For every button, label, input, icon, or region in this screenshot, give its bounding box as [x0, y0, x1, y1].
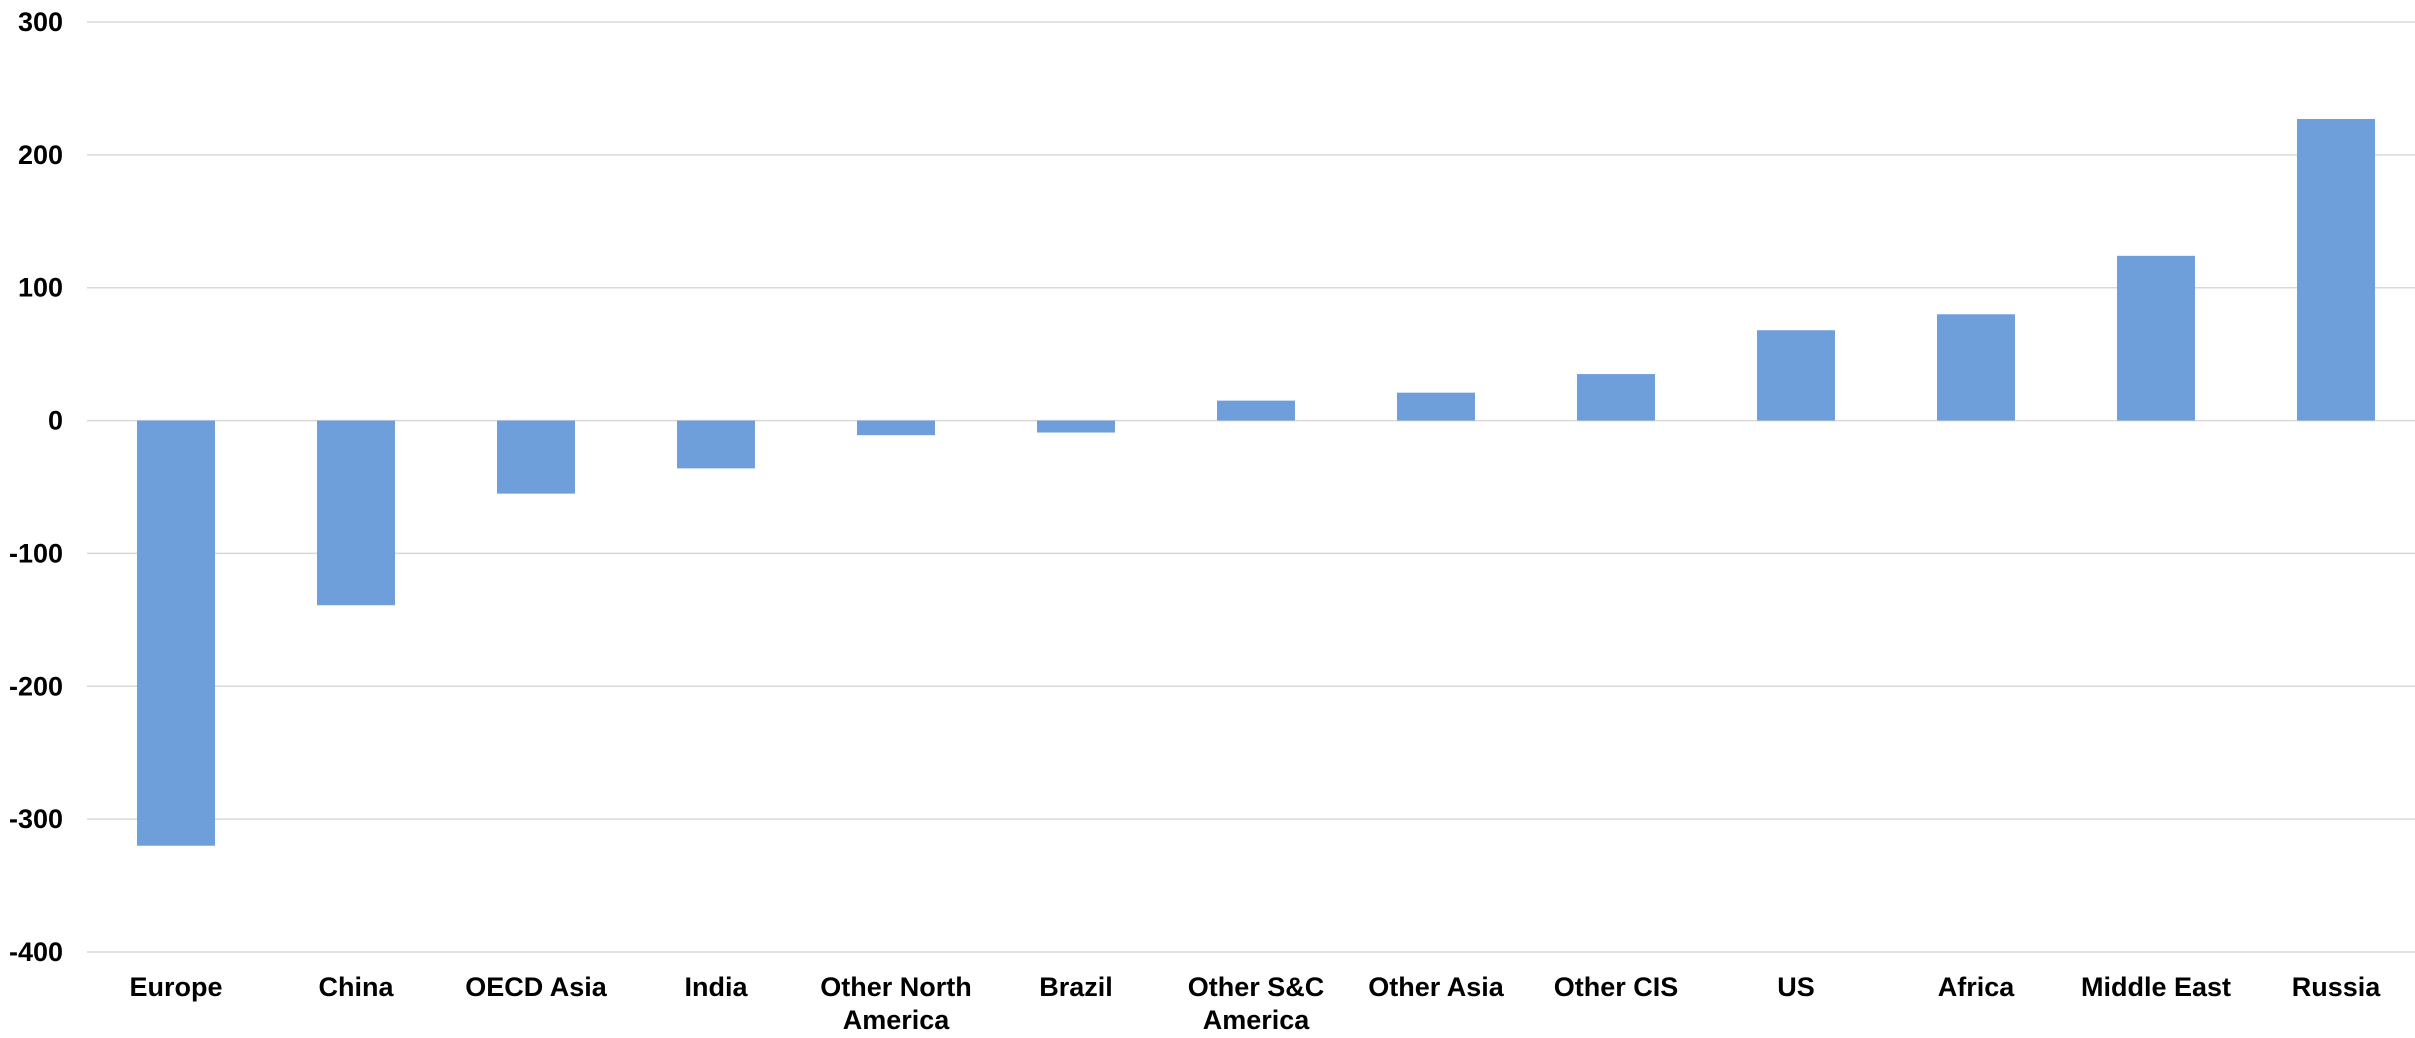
bars [137, 118, 2375, 846]
x-category-label-line: China [318, 972, 394, 1002]
bar [1577, 374, 1655, 421]
y-tick-label: 0 [48, 406, 63, 436]
x-category-label: Other S&C America [1188, 972, 1325, 1033]
x-category-label: Other North America [820, 972, 972, 1033]
x-category-label-line: Brazil [1039, 972, 1113, 1002]
x-category-label-line: Europe [129, 972, 222, 1002]
bar [1217, 400, 1295, 421]
y-tick-label: -200 [9, 671, 63, 701]
x-category-label-line: India [684, 972, 748, 1002]
bar [2297, 118, 2375, 421]
x-category-label-line: Russia [2292, 972, 2382, 1002]
x-category-label: OECD Asia [465, 972, 608, 1002]
x-category-label: Other Asia [1368, 972, 1505, 1002]
y-tick-label: -100 [9, 538, 63, 568]
y-tick-label: 100 [18, 273, 63, 303]
y-tick-label: 200 [18, 140, 63, 170]
y-axis-tick-labels: -400 -300 -200 -100 0 100 200 300 [9, 7, 63, 967]
x-category-label-line: US [1777, 972, 1815, 1002]
x-category-label-line: Africa [1938, 972, 2016, 1002]
x-category-label: US [1777, 972, 1815, 1002]
bar [1037, 420, 1115, 433]
x-category-label-line: Other North [820, 972, 972, 1002]
x-category-label-line: Other S&C [1188, 972, 1325, 1002]
bar [137, 420, 215, 846]
x-category-label-line: Other Asia [1368, 972, 1505, 1002]
y-tick-label: 300 [18, 7, 63, 37]
x-category-label: Europe [129, 972, 222, 1002]
x-category-label: India [684, 972, 748, 1002]
x-category-label-line: OECD Asia [465, 972, 608, 1002]
x-category-label: Other CIS [1554, 972, 1679, 1002]
x-category-label: Africa [1938, 972, 2016, 1002]
x-category-label-line: America [1203, 1005, 1311, 1033]
bar [2117, 255, 2195, 421]
bar [317, 420, 395, 606]
x-category-label-line: America [843, 1005, 951, 1033]
x-category-label-line: Middle East [2081, 972, 2231, 1002]
x-category-label: Middle East [2081, 972, 2231, 1002]
x-category-label: China [318, 972, 394, 1002]
x-category-label: Brazil [1039, 972, 1113, 1002]
gridlines [87, 21, 2415, 953]
x-axis-category-labels: Europe China OECD Asia India Other North Amer… [129, 972, 2382, 1035]
x-category-label: Russia [2292, 972, 2382, 1002]
y-tick-label: -300 [9, 804, 63, 834]
bar [677, 420, 755, 469]
bar [1757, 330, 1835, 421]
y-tick-label: -400 [9, 937, 63, 967]
bar [1397, 392, 1475, 421]
x-category-label-line: Other CIS [1554, 972, 1679, 1002]
bar [497, 420, 575, 494]
bar [857, 420, 935, 436]
bar [1937, 314, 2015, 421]
